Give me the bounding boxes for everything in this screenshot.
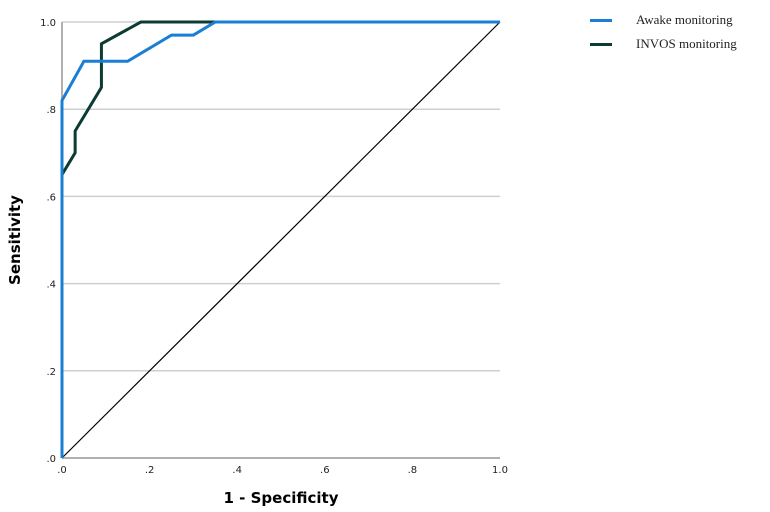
y-tick-label: 1.0 (40, 18, 56, 29)
y-tick-label: .4 (46, 280, 56, 291)
legend: Awake monitoring INVOS monitoring (590, 8, 737, 56)
x-axis-title: 1 - Specificity (224, 489, 339, 507)
gridlines (62, 21, 500, 372)
series-line-invos-monitoring (60, 20, 500, 458)
tick-labels: .0 .2 .4 .6 .8 1.0 .0 .2 .4 .6 .8 1.0 (40, 18, 508, 476)
y-axis-title: Sensitivity (6, 195, 24, 285)
legend-label-invos: INVOS monitoring (636, 36, 737, 51)
y-tick-label: .0 (46, 454, 56, 465)
x-tick-label: .0 (57, 465, 67, 476)
x-tick-label: .6 (320, 465, 330, 476)
x-tick-label: .4 (232, 465, 242, 476)
legend-item-invos: INVOS monitoring (590, 32, 737, 56)
x-tick-label: 1.0 (492, 465, 508, 476)
legend-label-awake: Awake monitoring (636, 12, 733, 27)
series-line-awake-monitoring (60, 20, 500, 458)
legend-swatch-awake (590, 18, 612, 22)
x-tick-label: .8 (408, 465, 418, 476)
y-tick-label: .6 (46, 192, 56, 203)
series-lines (60, 20, 501, 459)
y-tick-label: .8 (46, 105, 56, 116)
x-tick-label: .2 (145, 465, 155, 476)
legend-item-awake: Awake monitoring (590, 8, 737, 32)
series-line-reference-line (61, 21, 501, 459)
y-tick-label: .2 (46, 367, 56, 378)
legend-swatch-invos (590, 42, 612, 46)
